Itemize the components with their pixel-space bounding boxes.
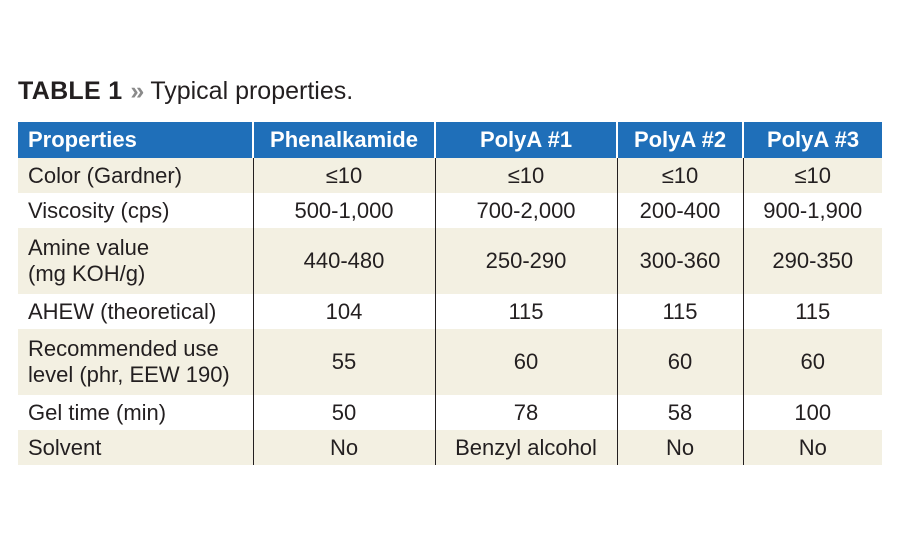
value-cell: 700-2,000 [434, 193, 617, 228]
property-name: AHEW (theoretical) [18, 294, 253, 329]
value-cell: ≤10 [742, 158, 882, 193]
value-cell: 100 [742, 395, 882, 430]
value-cell: 78 [434, 395, 617, 430]
chevron-right-icon: » [130, 77, 145, 105]
table-body: Color (Gardner) ≤10 ≤10 ≤10 ≤10 Viscosit… [18, 158, 882, 465]
value-cell: 58 [616, 395, 743, 430]
value-cell: ≤10 [434, 158, 617, 193]
header-properties: Properties [18, 122, 253, 158]
property-name: Solvent [18, 430, 253, 465]
properties-table: Properties Phenalkamide PolyA #1 PolyA #… [18, 122, 882, 465]
value-cell: Benzyl alcohol [434, 430, 617, 465]
table-row: Viscosity (cps) 500-1,000 700-2,000 200-… [18, 193, 882, 228]
value-cell: No [742, 430, 882, 465]
value-cell: 55 [252, 329, 435, 395]
table-row: Amine value (mg KOH/g) 440-480 250-290 30… [18, 228, 882, 294]
value-cell: 440-480 [252, 228, 435, 294]
property-name: Gel time (min) [18, 395, 253, 430]
value-cell: 500-1,000 [252, 193, 435, 228]
value-cell: 900-1,900 [742, 193, 882, 228]
header-polya-2: PolyA #2 [616, 122, 743, 158]
value-cell: 300-360 [616, 228, 743, 294]
value-cell: 60 [434, 329, 617, 395]
value-cell: 115 [434, 294, 617, 329]
value-cell: 104 [252, 294, 435, 329]
value-cell: 250-290 [434, 228, 617, 294]
value-cell: 50 [252, 395, 435, 430]
property-line: Solvent [28, 434, 102, 460]
header-phenalkamide: Phenalkamide [252, 122, 435, 158]
property-line: level (phr, EEW 190) [28, 362, 230, 387]
value-cell: ≤10 [616, 158, 743, 193]
value-cell: No [616, 430, 743, 465]
table-caption: TABLE 1» Typical properties. [18, 76, 353, 106]
property-line: Gel time (min) [28, 399, 167, 425]
property-name: Amine value (mg KOH/g) [18, 228, 253, 294]
header-row: Properties Phenalkamide PolyA #1 PolyA #… [18, 122, 882, 158]
value-cell: 115 [742, 294, 882, 329]
table-row: Color (Gardner) ≤10 ≤10 ≤10 ≤10 [18, 158, 882, 193]
value-cell: ≤10 [252, 158, 435, 193]
value-cell: 115 [616, 294, 743, 329]
table-label: TABLE 1 [18, 77, 123, 105]
table-row: Recommended use level (phr, EEW 190) 55 6… [18, 329, 882, 395]
table-row: Solvent No Benzyl alcohol No No [18, 430, 882, 465]
header-polya-3: PolyA #3 [742, 122, 882, 158]
value-cell: 60 [616, 329, 743, 395]
table-header: Properties Phenalkamide PolyA #1 PolyA #… [18, 122, 882, 158]
property-line: Color (Gardner) [28, 162, 183, 188]
property-line: Viscosity (cps) [28, 197, 170, 223]
property-line: Recommended use [28, 336, 219, 361]
property-line: AHEW (theoretical) [28, 298, 217, 324]
property-line: Amine value [28, 235, 150, 260]
table-row: Gel time (min) 50 78 58 100 [18, 395, 882, 430]
value-cell: 60 [742, 329, 882, 395]
value-cell: 290-350 [742, 228, 882, 294]
table-description: Typical properties. [150, 77, 354, 105]
value-cell: No [252, 430, 435, 465]
property-name: Recommended use level (phr, EEW 190) [18, 329, 253, 395]
property-name: Viscosity (cps) [18, 193, 253, 228]
property-line: (mg KOH/g) [28, 261, 146, 286]
header-polya-1: PolyA #1 [434, 122, 617, 158]
table-row: AHEW (theoretical) 104 115 115 115 [18, 294, 882, 329]
property-name: Color (Gardner) [18, 158, 253, 193]
value-cell: 200-400 [616, 193, 743, 228]
